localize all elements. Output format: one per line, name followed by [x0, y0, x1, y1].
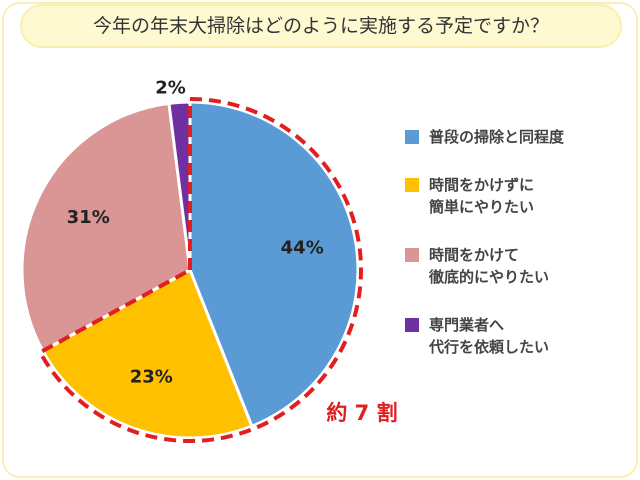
legend-swatch — [405, 130, 419, 144]
pie-slice — [40, 267, 254, 440]
data-label: 31% — [67, 207, 110, 228]
data-label: 44% — [281, 238, 324, 259]
highlight-outline — [37, 96, 363, 443]
annotation: 約 7 割 — [326, 401, 397, 425]
legend-item: 普段の掃除と同程度 — [405, 126, 625, 148]
chart-title: 今年の年末大掃除はどのように実施する予定ですか？ — [20, 4, 622, 48]
legend-swatch — [405, 318, 419, 332]
data-label: 23% — [130, 366, 173, 387]
pie-slice — [20, 101, 192, 353]
pie-slice — [167, 100, 192, 271]
legend-item: 専門業者へ 代行を依頼したい — [405, 314, 625, 358]
legend-item: 時間をかけずに 簡単にやりたい — [405, 174, 625, 218]
legend-label: 専門業者へ 代行を依頼したい — [429, 316, 550, 356]
legend-label: 時間をかけて 徹底的にやりたい — [429, 246, 550, 286]
legend-label: 時間をかけずに 簡単にやりたい — [429, 176, 535, 216]
legend-swatch — [405, 248, 419, 262]
legend-swatch — [405, 178, 419, 192]
data-label: 2% — [155, 77, 186, 98]
legend-label: 普段の掃除と同程度 — [429, 128, 565, 146]
pie-slice — [188, 100, 360, 429]
legend: 普段の掃除と同程度時間をかけずに 簡単にやりたい 時間をかけて 徹底的にやりたい専… — [405, 126, 625, 384]
legend-item: 時間をかけて 徹底的にやりたい — [405, 244, 625, 288]
